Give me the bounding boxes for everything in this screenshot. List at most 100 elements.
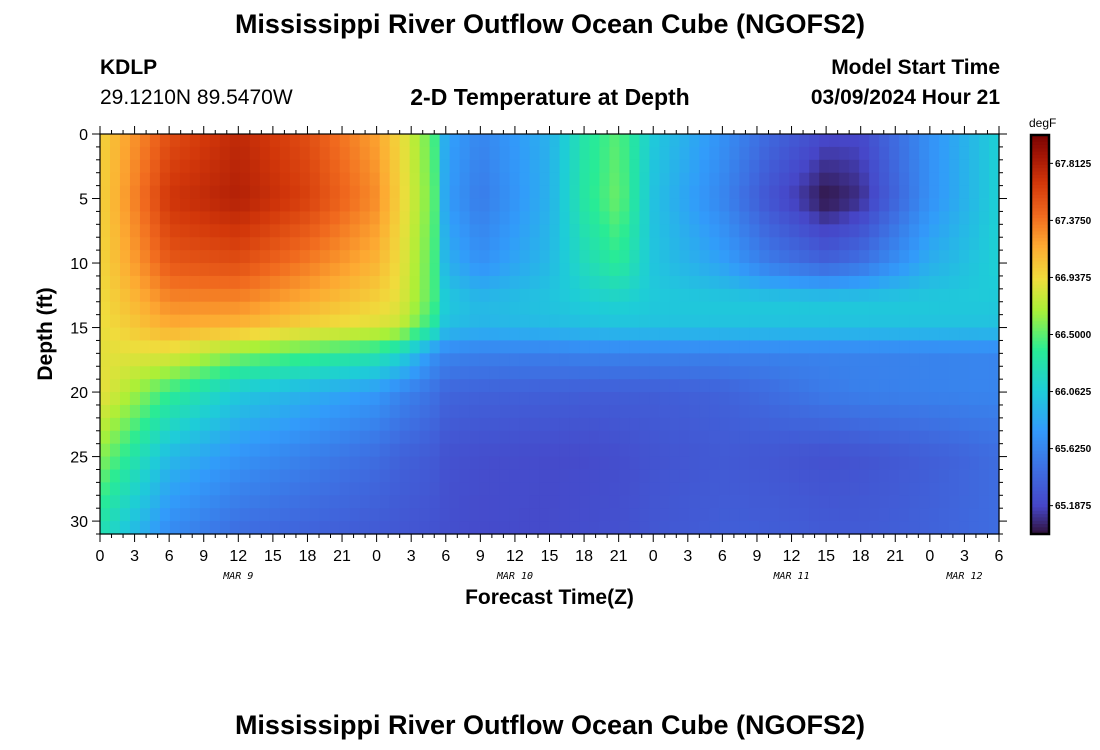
heat-cell (289, 134, 301, 148)
heat-cell (539, 327, 551, 342)
heat-cell (979, 508, 990, 522)
heat-cell (949, 353, 960, 367)
heat-cell (949, 456, 960, 471)
heat-cell (229, 327, 241, 342)
heat-cell (419, 237, 431, 251)
heat-cell (739, 146, 750, 161)
heat-cell (549, 314, 561, 329)
heat-cell (839, 366, 850, 380)
heat-cell (419, 250, 431, 264)
heat-cell (179, 430, 191, 445)
heat-cell (369, 353, 381, 367)
heat-cell (389, 508, 401, 522)
heat-cell (449, 288, 461, 303)
heat-cell (439, 340, 451, 354)
heat-cell (589, 495, 601, 509)
heat-cell (879, 443, 890, 458)
heat-cell (519, 237, 531, 251)
x-tick-label: 6 (995, 548, 1004, 565)
colorbar-segment (1031, 351, 1049, 356)
heat-cell (719, 237, 730, 251)
heat-cell (839, 521, 850, 535)
heat-cell (509, 404, 521, 419)
heat-cell (929, 392, 940, 406)
heat-cell (389, 495, 401, 509)
heat-cell (100, 198, 111, 213)
heat-cell (789, 417, 800, 432)
heat-cell (879, 417, 890, 432)
heat-cell (609, 482, 621, 496)
heat-cell (649, 430, 660, 445)
colorbar-segment (1031, 347, 1049, 352)
colorbar-segment (1031, 161, 1049, 166)
heat-cell (489, 185, 501, 200)
heat-cell (399, 379, 411, 393)
heat-cell (829, 353, 840, 367)
heat-cell (749, 417, 760, 432)
colorbar-segment (1031, 178, 1049, 183)
heat-cell (929, 314, 940, 329)
heat-cell (989, 379, 1000, 393)
heat-cell (539, 211, 551, 225)
heat-cell (129, 275, 141, 290)
heat-cell (119, 521, 131, 535)
heat-cell (389, 521, 401, 535)
heat-cell (299, 392, 311, 406)
heat-cell (139, 237, 151, 251)
heat-cell (779, 237, 790, 251)
heat-cell (789, 469, 800, 483)
heat-cell (279, 314, 291, 329)
heat-cell (649, 211, 660, 225)
heat-cell (749, 430, 760, 445)
heat-cell (659, 185, 670, 200)
heat-cell (259, 340, 271, 354)
heat-cell (229, 263, 241, 277)
heat-cell (839, 443, 850, 458)
heat-cell (689, 198, 700, 213)
heat-cell (729, 250, 740, 264)
heat-cell (559, 185, 571, 200)
heat-cell (359, 185, 371, 200)
heat-cell (409, 521, 421, 535)
heat-cell (369, 211, 381, 225)
heat-cell (669, 198, 680, 213)
heat-cell (639, 314, 650, 329)
y-tick-label: 30 (70, 514, 88, 531)
heat-cell (839, 198, 850, 213)
heat-cell (179, 314, 191, 329)
heat-cell (779, 224, 790, 238)
heat-cell (409, 392, 421, 406)
heat-cell (929, 443, 940, 458)
heat-cell (969, 159, 980, 174)
heat-cell (519, 469, 531, 483)
heat-cell (519, 443, 531, 458)
heat-cell (839, 392, 850, 406)
heat-cell (249, 314, 261, 329)
heat-cell (679, 237, 690, 251)
heat-cell (899, 250, 910, 264)
heat-cell (739, 521, 750, 535)
heat-cell (549, 443, 561, 458)
heat-cell (309, 288, 321, 303)
heat-cell (189, 134, 201, 148)
heat-cell (929, 366, 940, 380)
colorbar-segment (1031, 321, 1049, 326)
heat-cell (679, 353, 690, 367)
heat-cell (909, 185, 920, 200)
colorbar-segment (1031, 294, 1049, 299)
heat-cell (189, 172, 201, 187)
heat-cell (899, 508, 910, 522)
colorbar-segment (1031, 181, 1049, 186)
heat-cell (479, 417, 491, 432)
heat-cell (839, 340, 850, 354)
heat-cell (479, 159, 491, 174)
colorbar-segment (1031, 138, 1049, 143)
heat-cell (229, 237, 241, 251)
colorbar-segment (1031, 427, 1049, 432)
heat-cell (619, 469, 631, 483)
heat-cell (449, 482, 461, 496)
heat-cell (239, 224, 251, 238)
heat-cell (659, 443, 670, 458)
heat-cell (459, 288, 471, 303)
heat-cell (159, 301, 171, 316)
